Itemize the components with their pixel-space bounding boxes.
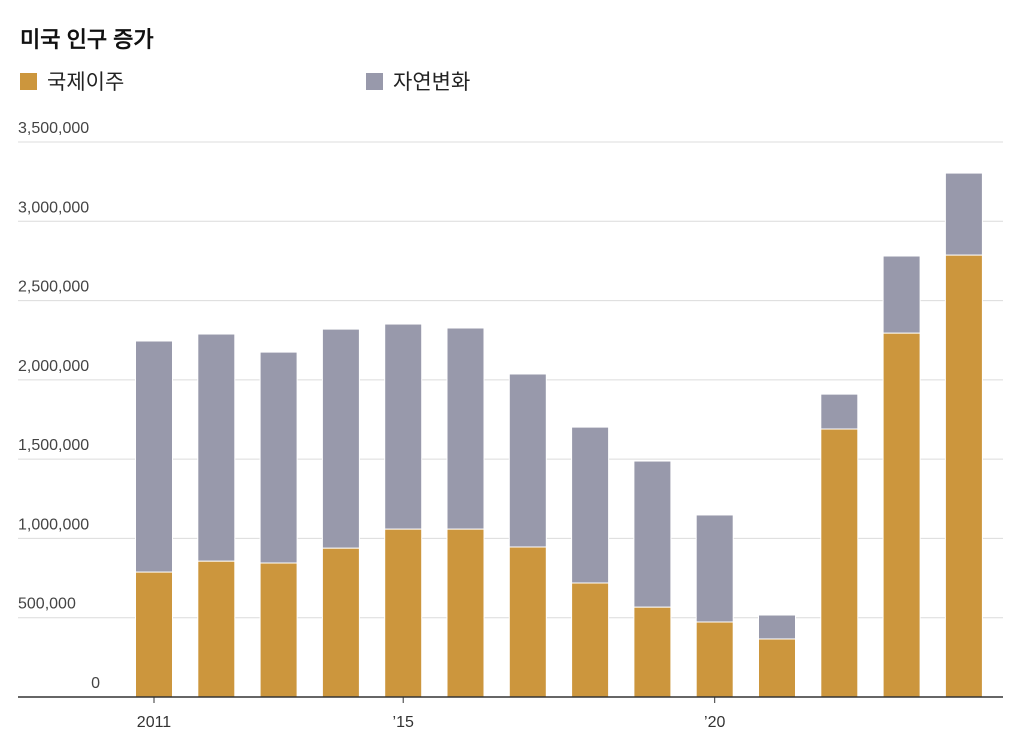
legend-item-natural: 자연변화: [366, 66, 470, 96]
bar-natural-2016: [446, 327, 485, 530]
legend-label-natural: 자연변화: [393, 71, 471, 94]
bar-natural-2022: [820, 393, 859, 430]
x-tick-label: 2011: [137, 714, 172, 731]
bar-migration-2012: [197, 560, 236, 698]
bar-natural-2019: [633, 460, 672, 608]
bar-natural-2020: [695, 514, 734, 623]
bar-natural-2014: [321, 328, 360, 549]
bar-migration-2016: [446, 528, 485, 698]
legend-item-migration: 국제이주: [20, 66, 124, 96]
y-tick-label: 1,000,000: [18, 516, 89, 533]
bar-migration-2024: [944, 254, 983, 698]
bar-natural-2023: [882, 255, 921, 334]
bar-migration-2020: [695, 621, 734, 698]
bar-migration-2015: [384, 528, 423, 698]
y-tick-label: 0: [91, 675, 100, 692]
legend-swatch-natural: [366, 72, 383, 90]
bar-natural-2018: [571, 426, 610, 584]
bar-migration-2021: [758, 638, 796, 698]
legend-label-migration: 국제이주: [47, 71, 125, 94]
bar-migration-2022: [820, 428, 859, 698]
legend-swatch-migration: [20, 72, 37, 90]
bar-natural-2013: [259, 351, 298, 564]
y-tick-label: 3,500,000: [18, 120, 89, 137]
chart-title: 미국 인구 증가: [20, 27, 154, 52]
bar-migration-2018: [571, 582, 610, 698]
bar-natural-2021: [758, 614, 796, 640]
y-tick-label: 1,500,000: [18, 437, 89, 454]
x-tick-label: ’15: [393, 714, 414, 731]
bar-migration-2013: [259, 562, 298, 698]
bar-natural-2017: [508, 373, 547, 548]
x-tick-label: ’20: [704, 714, 725, 731]
y-tick-label: 3,000,000: [18, 199, 89, 216]
bar-migration-2017: [508, 546, 547, 698]
bar-natural-2015: [384, 323, 423, 530]
bar-migration-2014: [321, 547, 360, 698]
bar-migration-2019: [633, 606, 672, 698]
y-tick-label: 500,000: [18, 596, 76, 613]
bar-natural-2024: [944, 172, 983, 256]
y-tick-label: 2,000,000: [18, 358, 89, 375]
bar-migration-2023: [882, 332, 921, 698]
bar-natural-2012: [197, 333, 236, 562]
y-tick-label: 2,500,000: [18, 279, 89, 296]
bar-natural-2011: [135, 340, 173, 573]
bar-migration-2011: [135, 571, 173, 698]
